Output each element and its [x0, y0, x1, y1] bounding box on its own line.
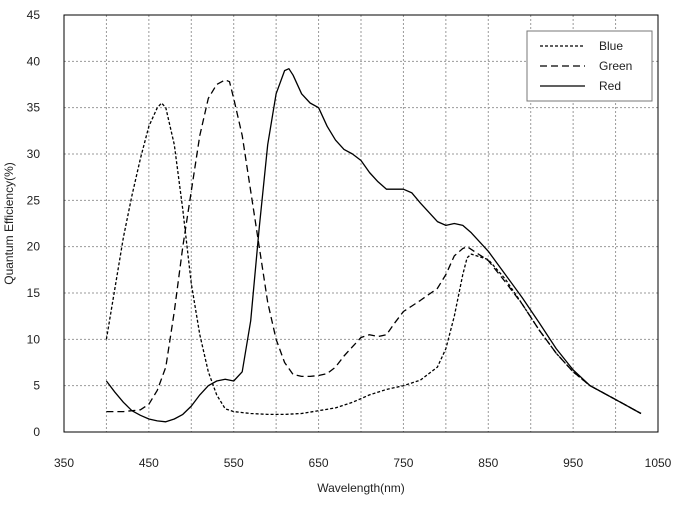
y-tick-label: 25	[27, 193, 41, 207]
y-tick-label: 10	[27, 332, 41, 346]
x-tick-label: 650	[309, 456, 329, 470]
legend-box	[526, 30, 653, 102]
x-tick-label: 750	[393, 456, 413, 470]
series-line-red	[105, 68, 642, 423]
x-tick-label: 550	[224, 456, 244, 470]
series-layer	[105, 68, 642, 423]
x-axis-title: Wavelength(nm)	[317, 481, 405, 495]
legend-label-green: Green	[599, 59, 632, 73]
grid-layer	[64, 15, 658, 432]
plot-frame	[63, 14, 659, 433]
y-tick-label: 0	[33, 425, 40, 439]
x-tick-label: 850	[478, 456, 498, 470]
y-tick-label: 5	[33, 379, 40, 393]
y-tick-label: 45	[27, 8, 41, 22]
legend: Blue Green Red	[526, 30, 653, 102]
y-tick-label: 30	[27, 147, 41, 161]
y-tick-label: 40	[27, 54, 41, 68]
series-line-blue	[105, 102, 642, 416]
y-axis-title: Quantum Efficiency(%)	[2, 162, 16, 285]
x-tick-label: 950	[563, 456, 583, 470]
x-tick-label: 350	[54, 456, 74, 470]
y-tick-label: 20	[27, 240, 41, 254]
y-tick-label: 15	[27, 286, 41, 300]
x-tick-label: 1050	[645, 456, 672, 470]
y-tick-label: 35	[27, 101, 41, 115]
series-line-green	[106, 79, 642, 415]
tick-layer: 350 450 550 650 750 850 950 1050 0 5 10 15 20 25 30 35 4…	[27, 8, 672, 470]
legend-label-red: Red	[599, 79, 621, 93]
legend-label-blue: Blue	[599, 39, 623, 53]
x-tick-label: 450	[139, 456, 159, 470]
